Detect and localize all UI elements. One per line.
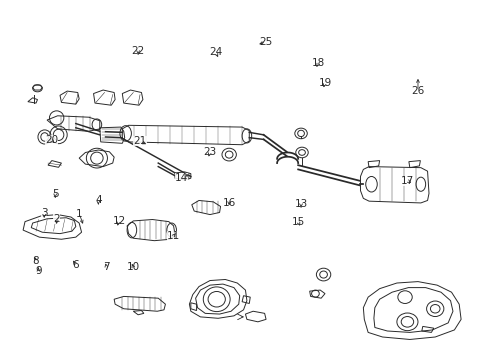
Text: 15: 15 [291, 217, 304, 227]
Text: 3: 3 [41, 208, 47, 218]
Text: 2: 2 [53, 214, 60, 224]
Text: 23: 23 [203, 148, 216, 157]
Text: 1: 1 [76, 208, 82, 219]
Text: 18: 18 [311, 58, 325, 68]
Text: 6: 6 [72, 260, 79, 270]
Text: 11: 11 [166, 231, 180, 241]
Text: 19: 19 [318, 78, 331, 88]
Text: 4: 4 [95, 195, 102, 206]
Text: 24: 24 [209, 47, 222, 57]
Text: 7: 7 [103, 262, 110, 273]
Text: 25: 25 [259, 37, 272, 47]
Text: 17: 17 [400, 176, 413, 186]
Text: 5: 5 [52, 189, 59, 199]
Text: 26: 26 [410, 86, 424, 96]
Text: 10: 10 [126, 262, 140, 273]
Text: 13: 13 [294, 199, 307, 209]
Text: 20: 20 [45, 135, 58, 145]
Text: 8: 8 [33, 256, 39, 266]
Text: 22: 22 [131, 46, 144, 56]
Text: 21: 21 [133, 136, 146, 146]
Text: 16: 16 [222, 198, 235, 208]
Text: 14: 14 [174, 173, 187, 183]
Text: 9: 9 [35, 266, 41, 276]
Text: 12: 12 [112, 216, 125, 226]
